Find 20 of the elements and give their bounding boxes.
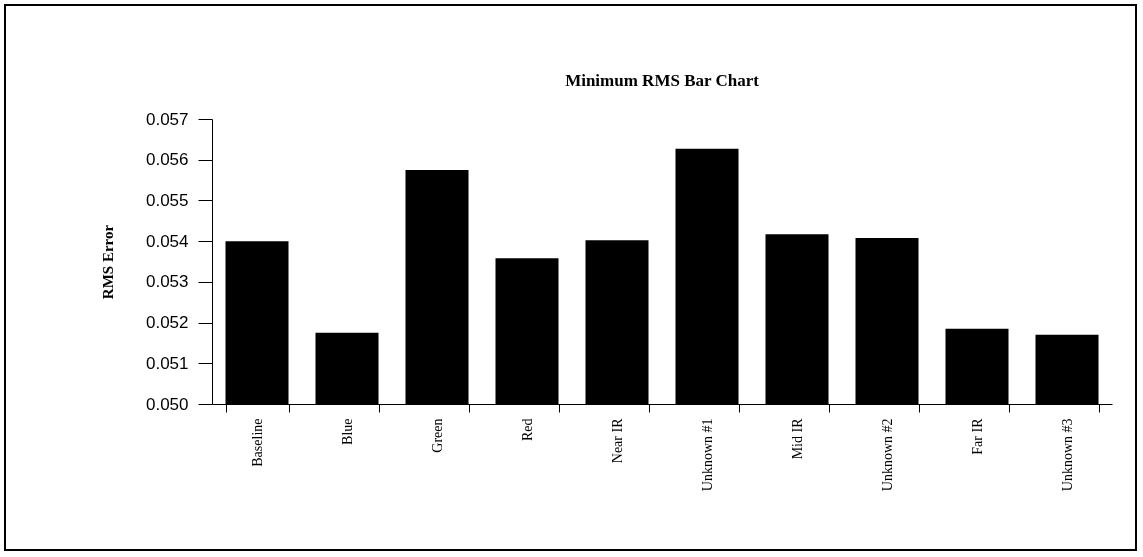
chart-title: Minimum RMS Bar Chart	[565, 71, 760, 90]
x-tick-label: Green	[429, 418, 445, 453]
y-tick-label: 0.052	[145, 313, 189, 333]
x-tick-label: Near IR	[609, 417, 625, 464]
y-tick-label: 0.053	[145, 272, 189, 292]
y-axis-title: RMS Error	[99, 224, 116, 300]
y-tick-label: 0.055	[145, 190, 189, 210]
y-tick-label: 0.050	[145, 394, 189, 414]
x-tick-label: Blue	[339, 418, 355, 445]
y-tick-label: 0.051	[145, 353, 189, 373]
x-tick-label: Red	[519, 418, 535, 442]
x-tick-label: Unknown #1	[699, 418, 715, 492]
y-tick-label: 0.057	[145, 109, 189, 129]
x-tick-label: Far IR	[969, 417, 985, 455]
x-tick-label: Unknown #2	[879, 418, 895, 492]
x-tick-label: Unknown #3	[1059, 418, 1075, 492]
x-tick-label: Mid IR	[789, 417, 805, 460]
y-tick-label: 0.056	[145, 150, 189, 170]
y-tick-label: 0.054	[145, 231, 189, 251]
x-tick-label: Baseline	[249, 418, 265, 467]
